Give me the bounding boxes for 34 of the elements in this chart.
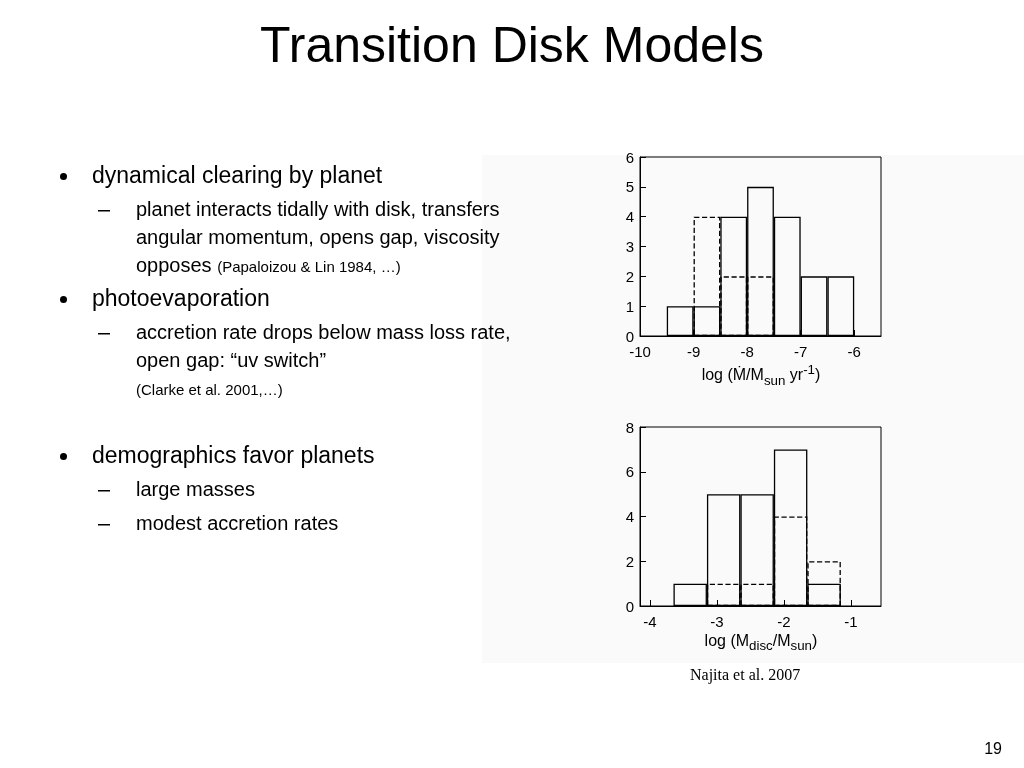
x-tick-label: -4 (643, 613, 657, 630)
x-tick-label: -1 (844, 613, 858, 630)
text: (Papaloizou & Lin 1984, …) (217, 258, 401, 275)
y-tick-label: 0 (625, 597, 634, 615)
x-tick-label: -7 (793, 343, 808, 360)
y-tick-label: 6 (625, 148, 634, 166)
x-tick-label: -9 (686, 343, 701, 360)
x-tick-label: -6 (847, 343, 861, 360)
y-tick-label: 5 (625, 178, 634, 196)
x-tick-label: -3 (710, 613, 724, 630)
y-tick-label: 8 (625, 418, 634, 436)
text: 19 (984, 740, 1002, 758)
x-axis-title: log (Ṁ/M$_{sun}$ yr$^{-1}$) (700, 362, 822, 388)
text: demographics favor planets (91, 442, 376, 469)
text: accretion rate drops below mass loss rate, open gap: “uv switch” (136, 321, 511, 371)
x-axis-title: log (M$_{disc}$/M$_{sun}$) (703, 632, 819, 654)
y-tick-label: 0 (625, 327, 634, 345)
x-tick-label: -2 (777, 613, 791, 630)
y-tick-label: 4 (625, 508, 634, 525)
y-tick-label: 1 (625, 297, 634, 315)
text: (Clarke et al. 2001,…) (136, 381, 283, 398)
y-tick-label: 3 (625, 238, 634, 255)
text: photoevaporation (91, 285, 271, 312)
chart-title: Transition Disk Models (259, 16, 765, 74)
x-tick-label: -8 (740, 343, 754, 360)
y-tick-label: 6 (625, 463, 634, 481)
text: dynamical clearing by planet (91, 162, 384, 189)
y-tick-label: 4 (625, 208, 634, 226)
y-tick-label: 2 (625, 267, 634, 285)
x-tick-label: -10 (629, 343, 651, 360)
y-tick-label: 2 (625, 552, 634, 570)
text: Najita et al. 2007 (690, 666, 801, 684)
text: modest accretion rates (135, 511, 340, 536)
text: large masses (135, 477, 256, 502)
